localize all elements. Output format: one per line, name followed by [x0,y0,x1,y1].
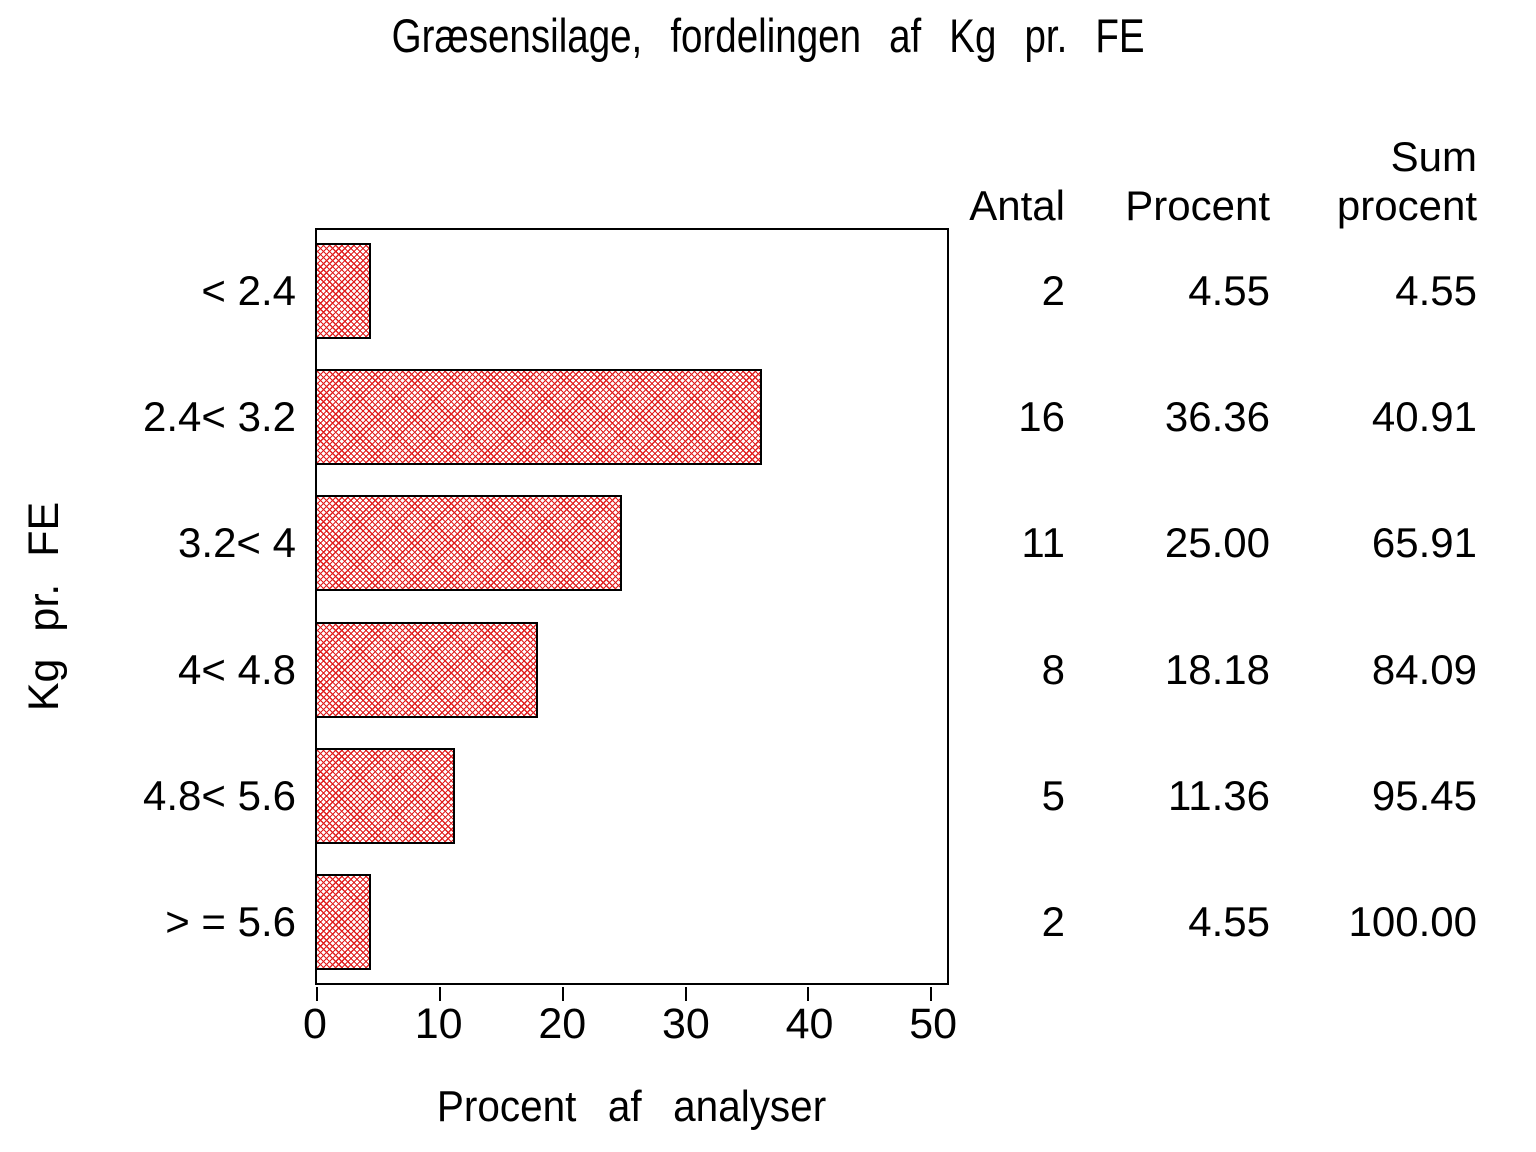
table-cell-2-sum-procent: 65.91 [1371,519,1477,567]
x-axis-title-area: Procent af analyser [315,1082,949,1132]
bar-<2.4 [315,243,371,340]
y-category-label-3: 4< 4.8 [178,645,296,693]
table-row-4: 5 11.36 95.45 [900,733,1477,859]
table-row-2: 11 25.00 65.91 [900,480,1477,606]
table-row-5: 2 4.55 100.00 [900,859,1477,985]
table-row-1: 16 36.36 40.91 [900,354,1477,480]
y-category-label-4: 4.8< 5.6 [143,771,296,819]
bar-2.4<3.2 [315,369,762,466]
x-tick-mark-0 [316,987,318,1001]
y-category-label-2: 3.2< 4 [178,519,296,567]
x-axis-tick-labels: 0 10 20 30 40 50 [303,1000,957,1056]
y-axis-category-labels: < 2.4 2.4< 3.2 3.2< 4 4< 4.8 4.8< 5.6 > = 5.6 [0,228,296,985]
x-tick-mark-20 [561,987,564,1001]
stats-table-body: 2 4.55 4.55 16 36.36 40.91 11 25.00 65.91 8 18.18 8… [900,228,1477,985]
table-header-procent: Procent [1125,181,1270,229]
chart-title-row: Græsensilage, fordelingen af Kg pr. FE [0,8,1536,63]
table-cell-2-antal: 11 [1021,519,1065,567]
table-cell-0-antal: 2 [1041,267,1065,315]
x-tick-mark-50 [930,987,933,1001]
table-cell-3-sum-procent: 84.09 [1371,645,1477,693]
x-tick-label-30: 30 [661,1000,710,1048]
y-category-label-5: > = 5.6 [165,897,296,945]
x-tick-label-50: 50 [909,1000,958,1048]
x-tick-mark-30 [684,987,687,1001]
x-tick-label-10: 10 [414,1000,463,1048]
table-cell-4-sum-procent: 95.45 [1371,771,1477,819]
bar-4<4.8 [315,621,539,718]
bar-4.8<5.6 [315,747,455,844]
table-cell-4-antal: 5 [1041,771,1065,819]
table-row-0: 2 4.55 4.55 [900,228,1477,354]
stats-table-header: Antal Procent Sum procent [900,133,1477,230]
table-cell-0-procent: 4.55 [1188,267,1270,315]
x-tick-mark-10 [438,987,441,1001]
table-cell-5-antal: 2 [1041,897,1065,945]
chart-title: Græsensilage, fordelingen af Kg pr. FE [391,9,1145,62]
table-cell-1-antal: 16 [1018,393,1065,441]
bar-3.2<4 [315,495,623,592]
x-tick-label-0: 0 [303,1000,327,1048]
table-cell-1-sum-procent: 40.91 [1371,393,1477,441]
x-axis-title: Procent af analyser [437,1082,827,1131]
table-header-sum-procent: Sum procent [1336,133,1477,229]
table-cell-3-procent: 18.18 [1164,645,1270,693]
table-cell-0-sum-procent: 4.55 [1395,267,1477,315]
x-tick-mark-40 [807,987,810,1001]
table-cell-5-sum-procent: 100.00 [1348,897,1477,945]
table-cell-5-procent: 4.55 [1188,897,1270,945]
table-cell-4-procent: 11.36 [1168,771,1270,819]
x-tick-label-20: 20 [538,1000,587,1048]
table-cell-1-procent: 36.36 [1164,393,1270,441]
table-cell-3-antal: 8 [1041,645,1065,693]
y-category-label-0: < 2.4 [201,267,296,315]
bar->=5.6 [315,873,371,970]
table-row-3: 8 18.18 84.09 [900,606,1477,732]
x-tick-label-40: 40 [785,1000,834,1048]
table-cell-2-procent: 25.00 [1164,519,1270,567]
plot-area [315,228,949,1001]
y-category-label-1: 2.4< 3.2 [143,393,296,441]
table-header-antal: Antal [969,181,1065,229]
